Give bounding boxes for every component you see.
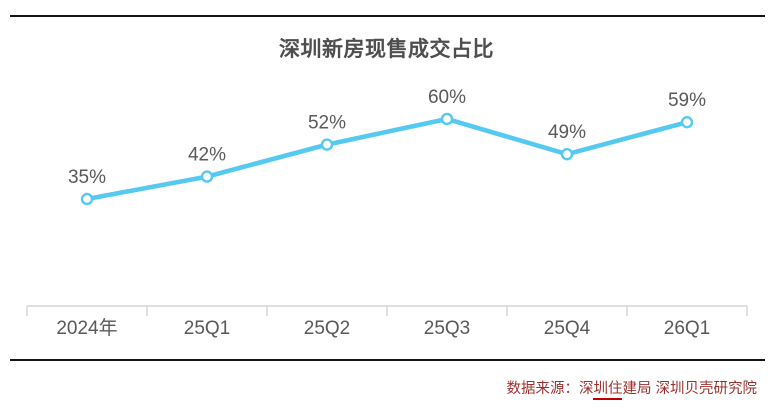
source-suffix: 建局 深圳贝壳研究院 — [622, 381, 757, 397]
bottom-border-line — [10, 359, 765, 361]
data-point-marker — [560, 147, 574, 161]
x-axis-label: 26Q1 — [664, 318, 710, 339]
source-underlined-text: 圳住 — [593, 381, 623, 400]
data-point-label: 52% — [308, 113, 346, 134]
x-axis-label: 25Q3 — [424, 318, 470, 339]
line-chart: 35% 2024年 42% 25Q1 52% 25Q2 60% 25Q3 49% 25Q4 59% 2… — [26, 87, 748, 339]
x-axis-label: 25Q1 — [184, 318, 230, 339]
data-point-label: 35% — [68, 167, 106, 188]
x-axis-label: 2024年 — [56, 317, 117, 339]
chart-title: 深圳新房现售成交占比 — [279, 38, 494, 61]
series-line — [84, 116, 690, 202]
data-point-label: 42% — [188, 145, 226, 166]
data-source: 数据来源：深圳住建局 深圳贝壳研究院 — [506, 377, 757, 400]
x-axis-label: 25Q4 — [544, 318, 591, 339]
source-prefix: 数据来源：深 — [506, 381, 594, 397]
data-point-marker — [320, 138, 334, 151]
data-point-marker — [200, 170, 214, 183]
x-axis-label: 25Q2 — [304, 318, 350, 339]
data-point-label: 49% — [548, 122, 586, 143]
data-point-label: 60% — [428, 87, 466, 108]
top-border-line — [10, 15, 765, 17]
data-point-marker — [680, 115, 694, 129]
data-point-marker — [440, 112, 454, 126]
data-point-label: 59% — [668, 90, 706, 111]
data-point-marker — [80, 192, 94, 206]
